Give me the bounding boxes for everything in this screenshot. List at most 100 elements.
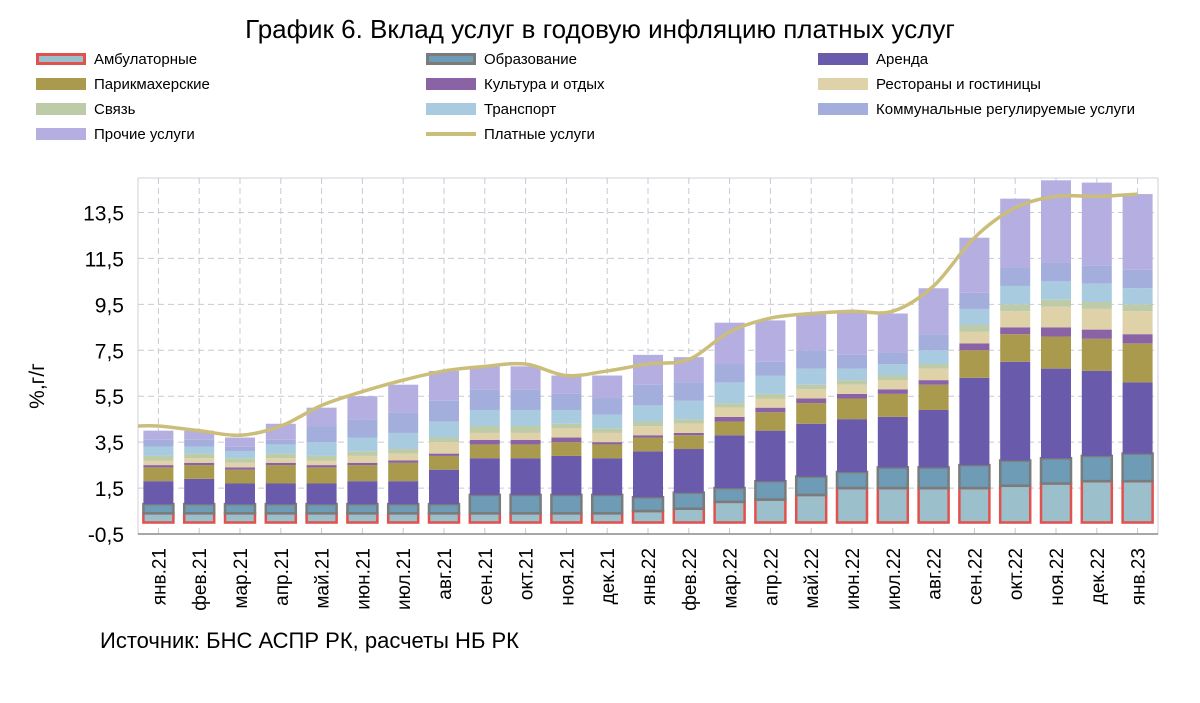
bar-segment-hair — [837, 398, 867, 420]
bar-segment-hair — [714, 421, 745, 436]
bar-segment-hair — [551, 442, 582, 456]
bar-segment-restaurants — [1081, 308, 1112, 330]
bar-segment-transport — [143, 446, 174, 456]
y-tick-label: 9,5 — [95, 294, 124, 317]
bar-segment-culture — [633, 435, 663, 438]
bar-segment-restaurants — [510, 432, 541, 440]
bar-segment-restaurants — [1000, 311, 1031, 328]
x-tick-label: июл.21 — [394, 548, 415, 610]
bar-segment-rent — [673, 449, 704, 493]
bar-segment-education — [998, 459, 1032, 488]
bar-segment-culture — [837, 393, 867, 399]
x-tick-label: мар.22 — [721, 548, 742, 609]
bar-segment-education — [917, 466, 950, 490]
bar-segment-hair — [592, 444, 623, 459]
bar-segment-transport — [592, 414, 623, 429]
bar-segment-other — [1122, 194, 1153, 270]
bar-segment-utilities — [1122, 269, 1153, 289]
bar-segment-communication — [796, 384, 827, 390]
y-tick-label: 7,5 — [95, 340, 124, 363]
bar-segment-education — [1080, 454, 1114, 483]
x-tick-label: сен.21 — [476, 548, 497, 605]
bar-segment-hair — [918, 384, 949, 410]
bar-segment-rent — [143, 481, 174, 505]
bar-segment-culture — [265, 462, 296, 466]
bar-segment-hair — [1000, 334, 1031, 362]
bar-segment-communication — [1122, 304, 1153, 312]
x-tick-label: июн.22 — [843, 548, 864, 610]
bar-segment-utilities — [918, 334, 949, 351]
bar-segment-rent — [714, 435, 745, 489]
bar-segment-transport — [837, 368, 867, 381]
bar-segment-hair — [347, 465, 378, 482]
bar-segment-hair — [959, 350, 990, 378]
legend-swatch-other — [36, 128, 86, 140]
bar-segment-hair — [796, 403, 827, 424]
bar-segment-hair — [1122, 343, 1153, 383]
axis-layer: -0,5 1,5 3,5 5,5 7,5 9,5 11,5 13,5 янв.21 фев.21 м… — [26, 202, 1158, 611]
bar-segment-education — [346, 502, 379, 515]
legend-item-other: Прочие услуги — [36, 123, 195, 145]
bar-segment-restaurants — [1041, 306, 1071, 328]
x-tick-label: дек.21 — [598, 548, 619, 604]
bar-segment-utilities — [633, 384, 663, 406]
legend-swatch-hair — [36, 78, 86, 90]
bar-segment-ambulatory — [509, 512, 542, 524]
legend-label: Аренда — [876, 50, 929, 68]
legend-swatch-education — [426, 53, 476, 65]
bar-segment-education — [550, 493, 583, 515]
bar-segment-ambulatory — [264, 512, 298, 524]
bar-segment-utilities — [877, 352, 908, 365]
bar-segment-rent — [837, 419, 867, 472]
bar-segment-education — [672, 491, 706, 510]
bar-segment-restaurants — [755, 398, 786, 408]
bar-segment-ambulatory — [835, 486, 869, 524]
bar-segment-culture — [755, 407, 786, 413]
bar-segment-ambulatory — [142, 512, 175, 524]
line-layer — [137, 192, 1138, 438]
bar-segment-hair — [184, 465, 215, 479]
bar-segment-rent — [633, 451, 663, 498]
bars-layer — [142, 180, 1154, 524]
bar-segment-transport — [714, 382, 745, 404]
x-tick-label: авг.22 — [925, 548, 946, 600]
bar-segment-communication — [755, 393, 786, 399]
legend-swatch-rent — [818, 53, 868, 65]
bar-segment-education — [386, 502, 420, 515]
bar-segment-culture — [184, 462, 215, 466]
legend-label: Культура и отдых — [484, 75, 605, 93]
bar-segment-education — [876, 466, 910, 490]
bar-segment-restaurants — [265, 458, 296, 463]
bar-segment-transport — [1122, 288, 1153, 305]
bar-segment-ambulatory — [998, 484, 1032, 524]
bar-segment-culture — [592, 442, 623, 445]
legend-swatch-culture — [426, 78, 476, 90]
bar-segment-ambulatory — [468, 512, 502, 524]
x-tick-label: фев.22 — [680, 548, 701, 611]
bar-segment-communication — [143, 455, 174, 461]
bar-segment-culture — [959, 343, 990, 351]
x-tick-label: апр.22 — [761, 548, 782, 606]
legend-item-ambulatory: Амбулаторные — [36, 48, 197, 70]
bar-segment-communication — [714, 403, 745, 408]
x-tick-label: янв.21 — [149, 548, 170, 605]
bar-segment-hair — [225, 469, 255, 484]
legend-label: Рестораны и гостиницы — [876, 75, 1041, 93]
bar-segment-culture — [1081, 329, 1112, 339]
bar-segment-utilities — [347, 419, 378, 438]
bar-segment-rent — [796, 423, 827, 477]
bar-segment-other — [796, 313, 827, 351]
bar-segment-hair — [388, 462, 419, 482]
legend: Амбулаторные Образование Аренда Парикмах… — [36, 48, 1186, 148]
bar-segment-ambulatory — [958, 486, 991, 524]
bar-segment-restaurants — [1122, 311, 1153, 335]
bar-segment-communication — [592, 428, 623, 433]
y-tick-label: 3,5 — [95, 432, 124, 455]
bar-segment-communication — [877, 375, 908, 381]
bar-segment-transport — [755, 375, 786, 394]
bar-segment-ambulatory — [550, 512, 583, 524]
bar-segment-ambulatory — [672, 507, 706, 524]
bar-segment-ambulatory — [427, 512, 461, 524]
bar-segment-rent — [510, 458, 541, 495]
legend-item-culture: Культура и отдых — [426, 73, 605, 95]
